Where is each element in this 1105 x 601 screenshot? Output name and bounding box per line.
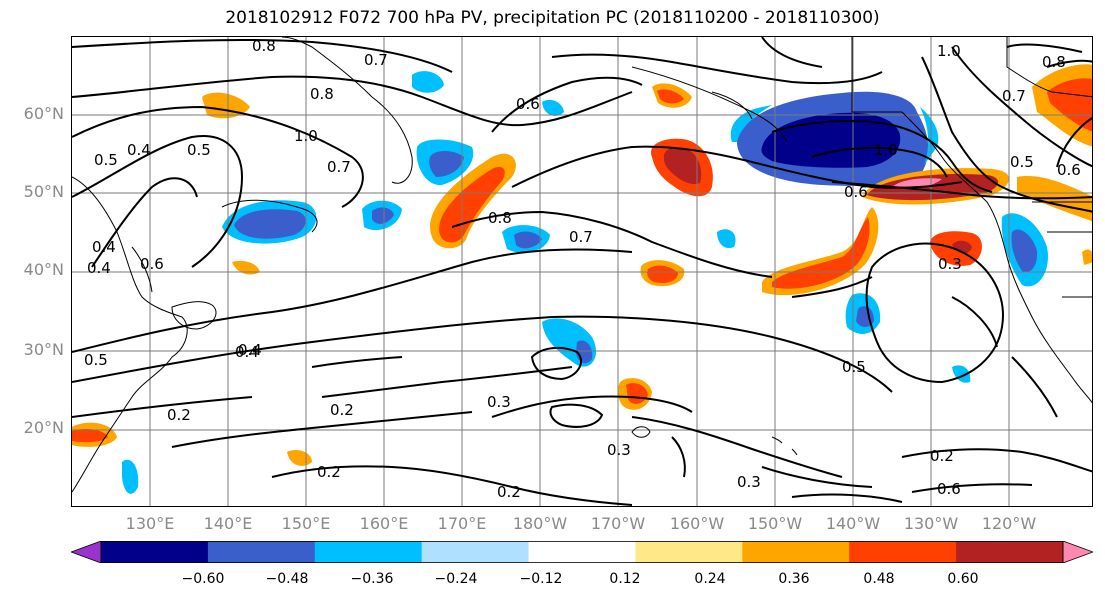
- colorbar-tick: 0.60: [947, 571, 979, 587]
- contour-label: 1.0: [294, 127, 318, 145]
- colorbar-cell: [314, 541, 423, 563]
- colorbar-tick: 0.36: [778, 571, 810, 587]
- lon-label-170w: 170°W: [590, 514, 646, 533]
- colorbar-tick: −0.24: [434, 571, 478, 587]
- pv-contours: [72, 37, 1092, 506]
- lon-label-140e: 140°E: [203, 514, 253, 533]
- contour-label: 0.6: [844, 183, 868, 201]
- map-panel: 0.8 0.7 0.8 0.4 0.5 0.5 0.4 1.0 0.7 0.6 …: [71, 36, 1093, 507]
- contour-label: 0.5: [187, 141, 211, 159]
- contour-label: 0.4: [235, 343, 259, 361]
- lat-label-30n: 30°N: [23, 340, 64, 359]
- lon-label-130e: 130°E: [125, 514, 175, 533]
- colorbar-frame: [100, 541, 1064, 563]
- colorbar-cell: [956, 541, 1064, 563]
- colorbar-tick: −0.36: [350, 571, 394, 587]
- contour-label: 1.0: [874, 141, 898, 159]
- contour-label: 0.8: [310, 85, 334, 103]
- lon-label-130w: 130°W: [903, 514, 959, 533]
- contour-label: 0.5: [842, 358, 866, 376]
- contour-label: 0.7: [327, 158, 351, 176]
- map-title: 2018102912 F072 700 hPa PV, precipitatio…: [225, 8, 880, 28]
- lon-label-180w: 180°W: [512, 514, 568, 533]
- colorbar-tick: −0.12: [519, 571, 563, 587]
- precip-anomaly-fill: [72, 64, 1092, 494]
- contour-label: 0.2: [497, 483, 521, 501]
- contour-label: 0.2: [930, 447, 954, 465]
- contour-label: 0.4: [87, 259, 111, 277]
- colorbar-tick: 0.24: [694, 571, 726, 587]
- map-graphic: 0.8 0.7 0.8 0.4 0.5 0.5 0.4 1.0 0.7 0.6 …: [72, 37, 1092, 506]
- lon-label-160w: 160°W: [669, 514, 725, 533]
- contour-label: 0.6: [937, 480, 961, 498]
- graticule-lines: [72, 37, 1092, 506]
- contour-label: 0.8: [488, 209, 512, 227]
- contour-label: 0.4: [238, 341, 262, 359]
- lon-label-160e: 160°E: [359, 514, 409, 533]
- contour-labels: 0.8 0.7 0.8 0.4 0.5 0.5 0.4 1.0 0.7 0.6 …: [84, 37, 1081, 501]
- colorbar-cell: [207, 541, 316, 563]
- contour-label: 0.7: [1002, 87, 1026, 105]
- contour-label: 0.2: [167, 406, 191, 424]
- colorbar-cells: [71, 541, 1093, 563]
- contour-label: 0.4: [127, 141, 151, 159]
- lon-label-150w: 150°W: [747, 514, 803, 533]
- contour-label: 0.5: [84, 351, 108, 369]
- lon-label-170e: 170°E: [437, 514, 487, 533]
- lon-label-120w: 120°W: [981, 514, 1037, 533]
- contour-label: 0.2: [317, 463, 341, 481]
- contour-label: 0.5: [1010, 153, 1034, 171]
- colorbar-cell: [635, 541, 743, 563]
- contour-label: 0.7: [569, 228, 593, 246]
- colorbar-cell: [101, 541, 209, 563]
- contour-label: 0.3: [938, 255, 962, 273]
- colorbar-tick: −0.60: [181, 571, 225, 587]
- lat-label-40n: 40°N: [23, 260, 64, 279]
- colorbar-tick: 0.48: [863, 571, 895, 587]
- contour-label: 0.3: [737, 473, 761, 491]
- contour-label: 0.3: [607, 441, 631, 459]
- colorbar-cell: [528, 541, 636, 563]
- contour-label: 0.7: [364, 51, 388, 69]
- colorbar-extend-max: [1062, 541, 1093, 563]
- contour-label: 0.8: [252, 37, 276, 55]
- contour-label: 1.0: [937, 42, 961, 60]
- lat-label-60n: 60°N: [23, 104, 64, 123]
- coastlines: [72, 37, 1092, 493]
- colorbar-cell: [421, 541, 530, 563]
- colorbar-cell: [742, 541, 850, 563]
- lat-label-20n: 20°N: [23, 418, 64, 437]
- lon-label-140w: 140°W: [825, 514, 881, 533]
- contour-label: 0.6: [516, 95, 540, 113]
- colorbar-tick: 0.12: [609, 571, 641, 587]
- contour-label: 0.4: [92, 238, 116, 256]
- lon-label-150e: 150°E: [281, 514, 331, 533]
- colorbar-tick: −0.48: [265, 571, 309, 587]
- contour-label: 0.6: [140, 255, 164, 273]
- contour-label: 0.3: [487, 393, 511, 411]
- colorbar: [71, 541, 1093, 563]
- colorbar-extend-min: [71, 541, 102, 563]
- colorbar-cell: [849, 541, 957, 563]
- contour-label: 0.2: [330, 401, 354, 419]
- contour-label: 0.8: [1042, 53, 1066, 71]
- contour-label: 0.5: [94, 151, 118, 169]
- contour-label: 0.6: [1057, 161, 1081, 179]
- lat-label-50n: 50°N: [23, 182, 64, 201]
